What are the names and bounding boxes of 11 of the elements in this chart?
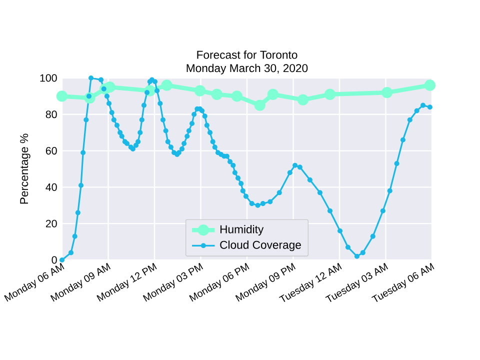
y-tick-label: 20 xyxy=(46,220,57,228)
chart-subtitle: Monday March 30, 2020 xyxy=(186,64,308,74)
y-tick-label: 0 xyxy=(52,256,57,264)
y-axis-title: Percentage % xyxy=(20,134,30,204)
y-tick-label: 100 xyxy=(40,74,57,82)
legend-label: Humidity xyxy=(220,224,264,236)
y-tick-label: 60 xyxy=(46,147,57,155)
legend-label: Cloud Coverage xyxy=(220,240,301,252)
y-tick-label: 80 xyxy=(46,110,57,118)
chart-title: Forecast for Toronto xyxy=(197,50,298,59)
y-tick-label: 40 xyxy=(46,183,57,191)
